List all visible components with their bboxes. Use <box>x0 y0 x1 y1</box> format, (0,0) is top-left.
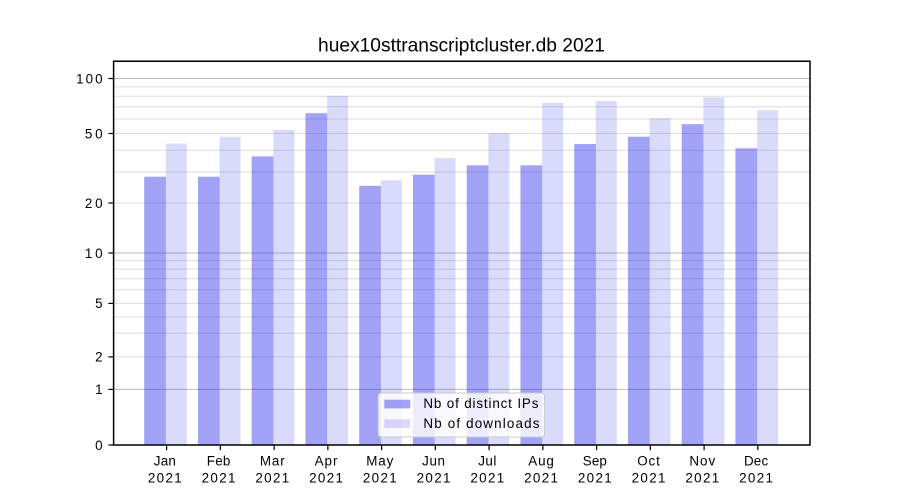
svg-text:2021: 2021 <box>417 470 451 485</box>
svg-text:Nov: Nov <box>689 453 715 468</box>
svg-text:Mar: Mar <box>260 453 285 468</box>
svg-text:2021: 2021 <box>685 470 719 485</box>
svg-text:2021: 2021 <box>632 470 666 485</box>
svg-text:Nb of downloads: Nb of downloads <box>423 416 539 431</box>
svg-text:Dec: Dec <box>744 453 768 468</box>
svg-text:Sep: Sep <box>583 453 607 468</box>
svg-text:100: 100 <box>76 71 103 86</box>
svg-text:0: 0 <box>95 438 102 453</box>
svg-text:Feb: Feb <box>207 453 231 468</box>
svg-text:2021: 2021 <box>524 470 558 485</box>
svg-text:Nb of distinct IPs: Nb of distinct IPs <box>423 396 538 411</box>
svg-text:2021: 2021 <box>739 470 773 485</box>
svg-text:Oct: Oct <box>637 453 660 468</box>
svg-text:Apr: Apr <box>315 453 338 468</box>
svg-text:2021: 2021 <box>148 470 182 485</box>
svg-text:2021: 2021 <box>309 470 343 485</box>
svg-text:5: 5 <box>95 296 102 311</box>
svg-text:2021: 2021 <box>363 470 397 485</box>
svg-text:2021: 2021 <box>578 470 612 485</box>
svg-text:Jul: Jul <box>478 453 496 468</box>
svg-text:May: May <box>366 453 393 468</box>
svg-text:Jun: Jun <box>422 453 445 468</box>
svg-text:2021: 2021 <box>202 470 236 485</box>
svg-text:2021: 2021 <box>255 470 289 485</box>
svg-text:2021: 2021 <box>470 470 504 485</box>
svg-text:Jan: Jan <box>154 453 176 468</box>
svg-text:Aug: Aug <box>528 453 554 468</box>
svg-text:1: 1 <box>95 382 102 397</box>
svg-text:2: 2 <box>95 350 102 365</box>
svg-text:huex10sttranscriptcluster.db 2: huex10sttranscriptcluster.db 2021 <box>318 36 605 57</box>
